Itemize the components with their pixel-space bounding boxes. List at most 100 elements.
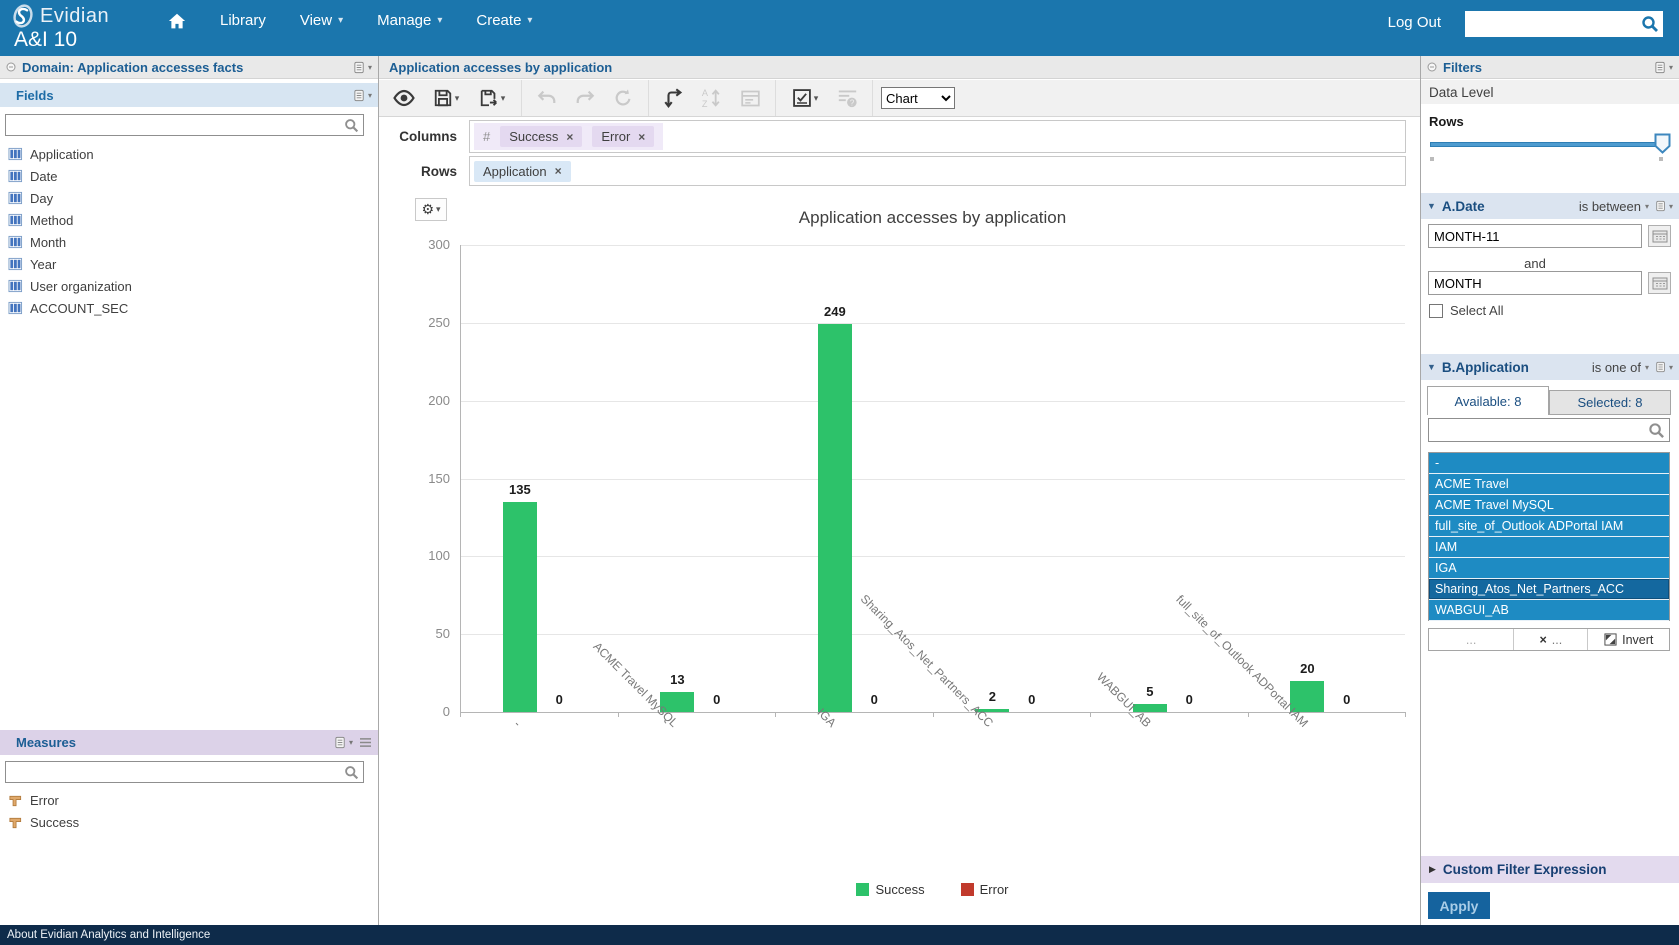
select-all-checkbox[interactable] — [1429, 304, 1443, 318]
date-to-input[interactable] — [1428, 271, 1642, 295]
application-value-item[interactable]: ACME Travel MySQL — [1429, 495, 1669, 516]
measure-item[interactable]: Success — [0, 811, 378, 833]
brand-name: Evidian — [40, 5, 109, 28]
collapse-panel-icon[interactable] — [6, 62, 16, 72]
redo-button[interactable] — [568, 83, 602, 113]
menu-manage[interactable]: Manage▾ — [377, 12, 442, 29]
x-axis-tick — [933, 712, 934, 717]
field-item[interactable]: Year — [0, 253, 378, 275]
legend-swatch — [961, 883, 974, 896]
date-operator-dropdown[interactable]: is between ▾ — [1579, 199, 1649, 214]
calendar-icon — [1652, 276, 1668, 290]
application-filter-menu-icon[interactable]: ▾ — [1655, 361, 1673, 373]
bar-value-label: 0 — [834, 692, 914, 707]
about-link[interactable]: About Evidian Analytics and Intelligence — [7, 929, 210, 941]
remove-chip-icon[interactable]: × — [638, 130, 645, 144]
main-menu: Library View▾ Manage▾ Create▾ — [168, 12, 532, 29]
summary-button[interactable] — [733, 83, 767, 113]
data-level-rows-label: Rows — [1429, 114, 1464, 129]
chart-settings-button[interactable]: ⚙ ▾ — [415, 198, 447, 221]
remove-chip-icon[interactable]: × — [555, 164, 562, 178]
apply-button[interactable]: Apply — [1428, 892, 1490, 919]
invert-selection-button[interactable]: Invert — [1588, 629, 1669, 650]
export-button[interactable]: ▾ — [471, 83, 513, 113]
pivot-button[interactable] — [657, 83, 691, 113]
top-navigation-bar: Evidian A&I 10 Library View▾ Manage▾ Cre… — [0, 0, 1679, 56]
application-value-item[interactable]: ACME Travel — [1429, 474, 1669, 495]
measure-item[interactable]: Error — [0, 789, 378, 811]
search-icon[interactable] — [1648, 422, 1665, 439]
field-item[interactable]: Method — [0, 209, 378, 231]
field-item[interactable]: Month — [0, 231, 378, 253]
table-column-icon — [8, 169, 23, 183]
y-axis-tick-label: 250 — [400, 315, 450, 330]
filters-menu-icon[interactable]: ▾ — [1654, 61, 1673, 74]
application-operator-dropdown[interactable]: is one of ▾ — [1592, 360, 1649, 375]
domain-menu-icon[interactable]: ▾ — [353, 61, 372, 74]
menu-create[interactable]: Create▾ — [476, 12, 532, 29]
measures-search-input[interactable] — [10, 765, 344, 780]
application-filter-header: ▼ B.Application is one of ▾ ▾ — [1421, 354, 1679, 380]
sort-button[interactable]: AZ — [695, 83, 729, 113]
chevron-down-icon: ▾ — [1645, 202, 1649, 211]
application-value-item[interactable]: - — [1429, 453, 1669, 474]
search-icon[interactable] — [344, 118, 359, 133]
application-value-item[interactable]: IAM — [1429, 537, 1669, 558]
field-item[interactable]: ACCOUNT_SEC — [0, 297, 378, 319]
collapse-panel-icon[interactable] — [1427, 62, 1437, 72]
measures-list-icon[interactable] — [359, 737, 372, 748]
bar-value-label: 0 — [519, 692, 599, 707]
tab-selected[interactable]: Selected: 8 — [1549, 390, 1671, 415]
search-icon[interactable] — [344, 765, 359, 780]
svg-text:Z: Z — [702, 99, 708, 109]
collapse-section-icon[interactable]: ▼ — [1427, 201, 1436, 211]
application-search-input[interactable] — [1433, 423, 1648, 438]
rows-slider-handle[interactable] — [1654, 133, 1671, 154]
rows-dropzone[interactable]: Application × — [469, 156, 1406, 186]
global-search-input[interactable] — [1471, 17, 1641, 32]
application-value-item[interactable]: WABGUI_AB — [1429, 600, 1669, 621]
save-button[interactable]: ▾ — [425, 83, 467, 113]
legend-label: Success — [875, 882, 924, 897]
logout-button[interactable]: Log Out — [1388, 14, 1441, 31]
undo-button[interactable] — [530, 83, 564, 113]
menu-library[interactable]: Library — [220, 12, 266, 29]
slider-min-tick — [1430, 157, 1434, 161]
field-item[interactable]: Application — [0, 143, 378, 165]
rows-slider-track[interactable] — [1430, 142, 1665, 147]
measures-menu-icon[interactable]: ▾ — [334, 736, 353, 749]
date-from-calendar-button[interactable] — [1648, 225, 1671, 247]
columns-dropzone[interactable]: # Success × Error × — [469, 120, 1406, 153]
date-to-calendar-button[interactable] — [1648, 272, 1671, 294]
gridline — [460, 556, 1405, 557]
query-info-button[interactable]: ? — [830, 83, 864, 113]
row-chip[interactable]: Application × — [474, 161, 571, 182]
application-value-item[interactable]: IGA — [1429, 558, 1669, 579]
refresh-button[interactable] — [606, 83, 640, 113]
column-chip[interactable]: Success × — [500, 126, 582, 147]
more-values-button[interactable]: ... — [1429, 629, 1514, 650]
field-item[interactable]: Day — [0, 187, 378, 209]
fields-search-input[interactable] — [10, 118, 344, 133]
clear-selection-button[interactable]: × ... — [1514, 629, 1588, 650]
menu-view[interactable]: View▾ — [300, 12, 343, 29]
column-chip[interactable]: Error × — [592, 126, 654, 147]
collapse-section-icon[interactable]: ▼ — [1427, 362, 1436, 372]
fields-menu-icon[interactable]: ▾ — [353, 89, 372, 102]
preview-button[interactable] — [387, 83, 421, 113]
custom-filter-expression-header[interactable]: ▶ Custom Filter Expression — [1421, 856, 1679, 883]
application-value-item[interactable]: Sharing_Atos_Net_Partners_ACC — [1429, 579, 1669, 600]
application-value-item[interactable]: full_site_of_Outlook ADPortal IAM — [1429, 516, 1669, 537]
date-from-input[interactable] — [1428, 224, 1642, 248]
date-filter-menu-icon[interactable]: ▾ — [1655, 200, 1673, 212]
custom-filter-expression-label: Custom Filter Expression — [1443, 862, 1607, 877]
tab-available[interactable]: Available: 8 — [1427, 386, 1549, 415]
display-options-button[interactable]: ▾ — [784, 83, 826, 113]
remove-chip-icon[interactable]: × — [566, 130, 573, 144]
view-type-select[interactable]: Chart — [881, 87, 955, 109]
evidian-logo: Evidian — [10, 3, 109, 29]
field-item[interactable]: Date — [0, 165, 378, 187]
field-item[interactable]: User organization — [0, 275, 378, 297]
search-icon[interactable] — [1641, 15, 1659, 33]
home-button[interactable] — [168, 13, 186, 29]
